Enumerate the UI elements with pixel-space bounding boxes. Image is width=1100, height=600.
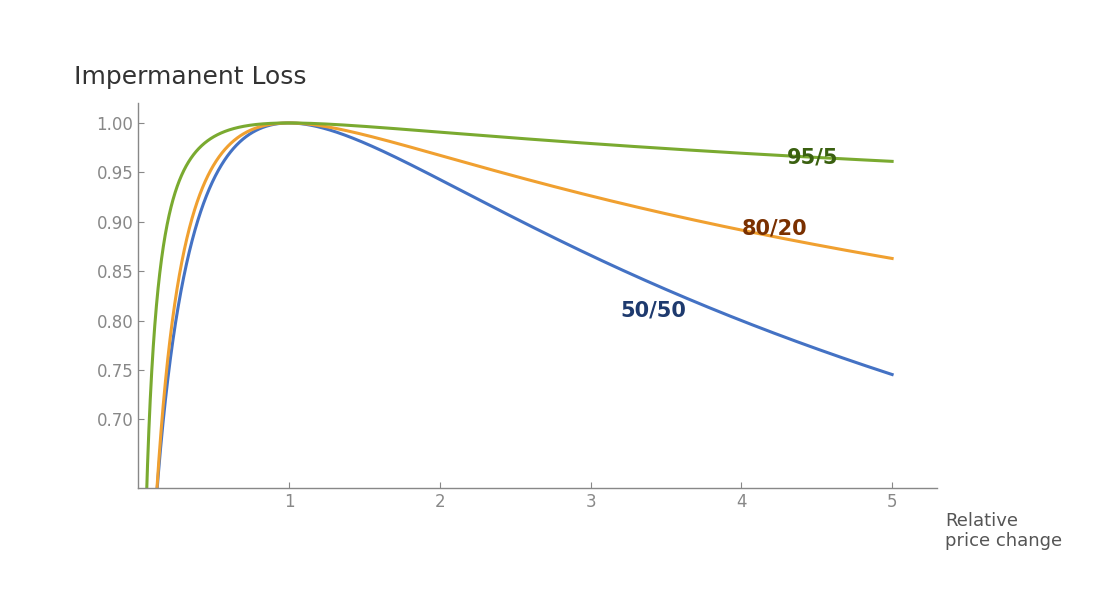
Text: Relative
price change: Relative price change	[945, 512, 1063, 550]
Text: 50/50: 50/50	[620, 301, 686, 320]
Text: Impermanent Loss: Impermanent Loss	[75, 65, 307, 89]
Text: 95/5: 95/5	[786, 148, 838, 167]
Text: 80/20: 80/20	[741, 218, 807, 239]
